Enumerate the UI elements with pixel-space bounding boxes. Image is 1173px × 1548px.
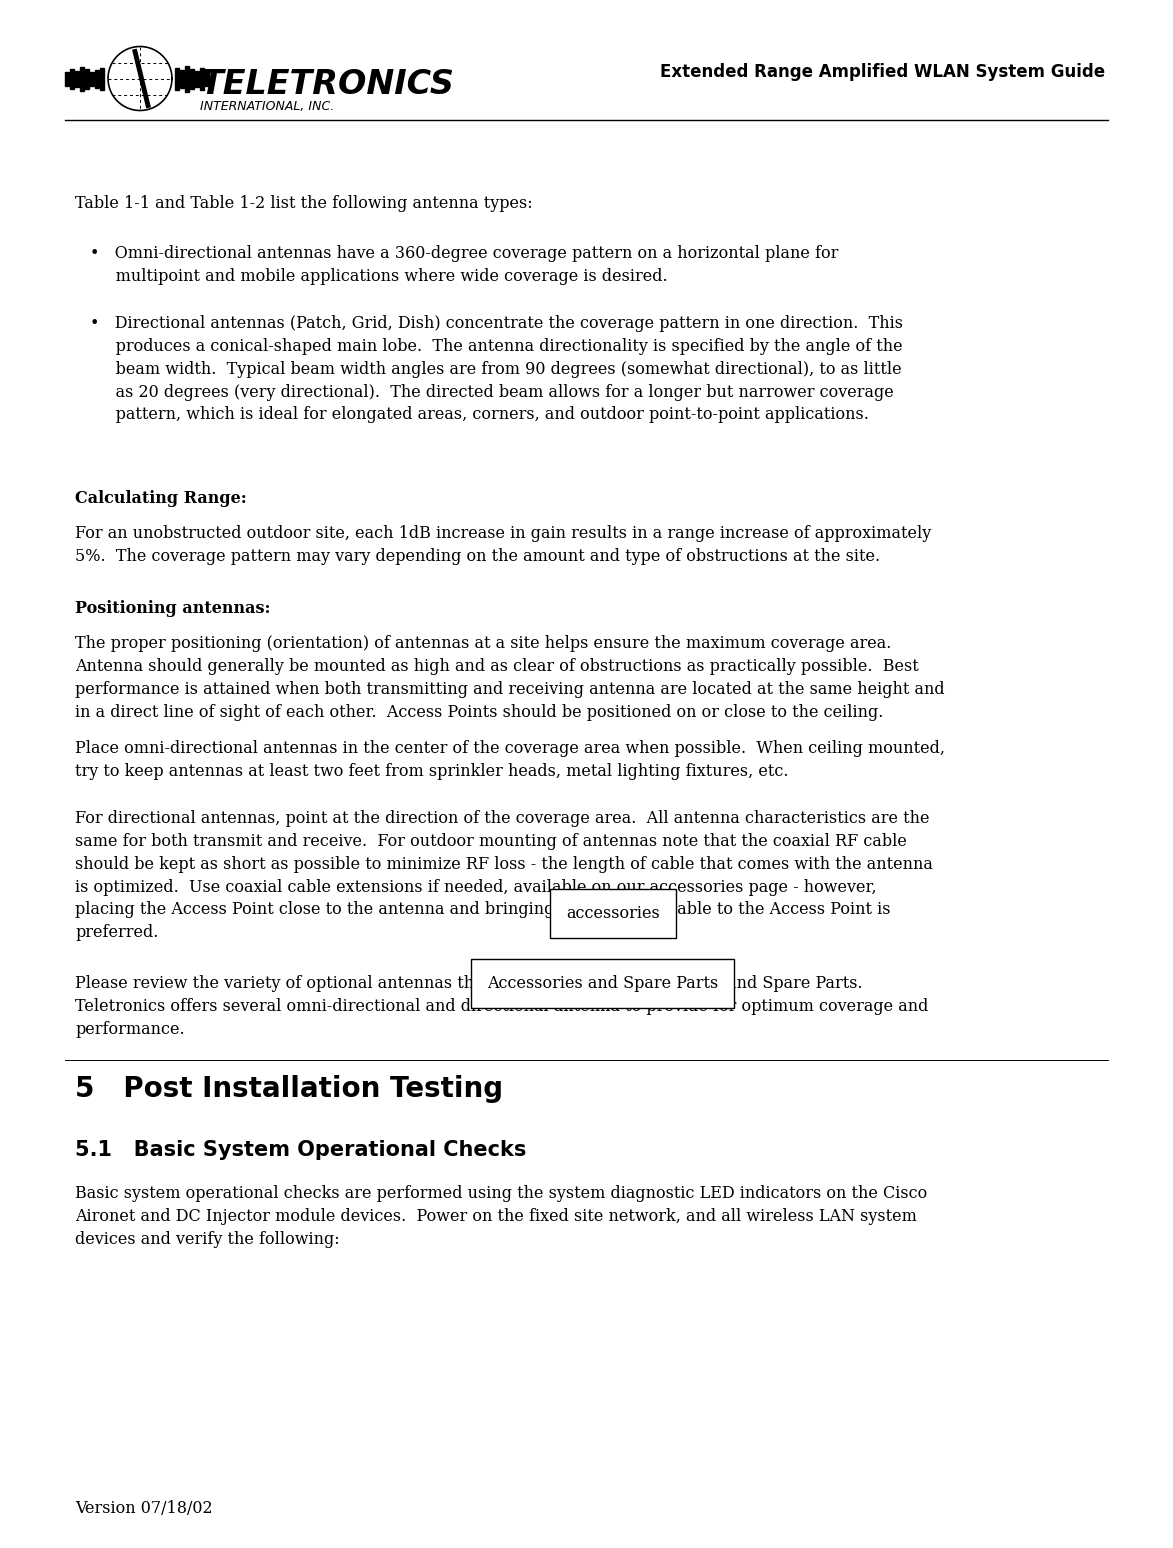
- Text: Basic system operational checks are performed using the system diagnostic LED in: Basic system operational checks are perf…: [75, 1186, 927, 1248]
- Bar: [201, 68, 203, 90]
- Bar: [90, 71, 94, 85]
- Bar: [100, 68, 103, 90]
- Bar: [70, 68, 74, 88]
- Bar: [185, 65, 189, 91]
- Text: INTERNATIONAL, INC.: INTERNATIONAL, INC.: [201, 101, 334, 113]
- Text: accessories: accessories: [567, 906, 659, 923]
- Text: •   Omni-directional antennas have a 360-degree coverage pattern on a horizontal: • Omni-directional antennas have a 360-d…: [90, 245, 839, 285]
- Bar: [179, 70, 183, 88]
- Text: 5.1   Basic System Operational Checks: 5.1 Basic System Operational Checks: [75, 1139, 527, 1159]
- Text: Version 07/18/02: Version 07/18/02: [75, 1500, 212, 1517]
- Text: The proper positioning (orientation) of antennas at a site helps ensure the maxi: The proper positioning (orientation) of …: [75, 635, 944, 720]
- Text: Positioning antennas:: Positioning antennas:: [75, 601, 271, 618]
- Bar: [65, 71, 68, 85]
- Bar: [195, 71, 198, 87]
- Text: Place omni-directional antennas in the center of the coverage area when possible: Place omni-directional antennas in the c…: [75, 740, 945, 780]
- Bar: [175, 68, 178, 90]
- Text: TELETRONICS: TELETRONICS: [201, 68, 454, 101]
- Bar: [80, 67, 83, 90]
- Bar: [75, 71, 79, 87]
- Text: Accessories and Spare Parts: Accessories and Spare Parts: [487, 975, 718, 992]
- Text: Extended Range Amplified WLAN System Guide: Extended Range Amplified WLAN System Gui…: [660, 63, 1105, 80]
- Bar: [95, 70, 99, 88]
- Text: 5   Post Installation Testing: 5 Post Installation Testing: [75, 1074, 503, 1104]
- Text: Calculating Range:: Calculating Range:: [75, 491, 246, 508]
- Text: For an unobstructed outdoor site, each 1dB increase in gain results in a range i: For an unobstructed outdoor site, each 1…: [75, 525, 931, 565]
- Text: For directional antennas, point at the direction of the coverage area.  All ante: For directional antennas, point at the d…: [75, 810, 933, 941]
- Text: Table 1-1 and Table 1-2 list the following antenna types:: Table 1-1 and Table 1-2 list the followi…: [75, 195, 533, 212]
- Bar: [205, 71, 209, 85]
- Text: •   Directional antennas (Patch, Grid, Dish) concentrate the coverage pattern in: • Directional antennas (Patch, Grid, Dis…: [90, 314, 903, 424]
- Text: Please review the variety of optional antennas that are available at Accessories: Please review the variety of optional an…: [75, 975, 928, 1037]
- Bar: [84, 68, 88, 88]
- Bar: [190, 68, 194, 88]
